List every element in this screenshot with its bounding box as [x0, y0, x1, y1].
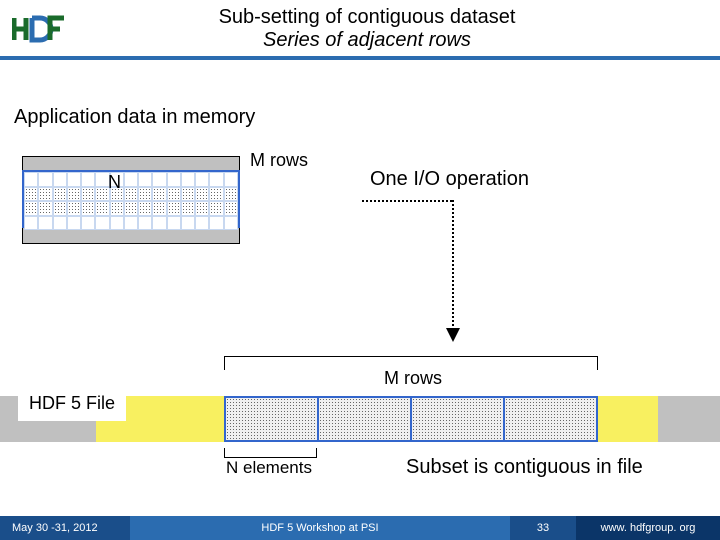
- file-selected-segment: [412, 398, 505, 440]
- slide-header: Sub-setting of contiguous dataset Series…: [0, 0, 720, 60]
- memory-cell: [81, 216, 95, 231]
- memory-cell: [38, 187, 52, 202]
- memory-cell: [181, 187, 195, 202]
- m-rows-label-1: M rows: [250, 150, 308, 171]
- memory-cell: [124, 187, 138, 202]
- memory-cell: [209, 172, 223, 187]
- memory-cell: [209, 187, 223, 202]
- file-selected-segments: [224, 396, 598, 442]
- memory-cell: [110, 201, 124, 216]
- memory-cell: [53, 187, 67, 202]
- memory-cell: [124, 216, 138, 231]
- n-elements-label: N elements: [226, 458, 312, 478]
- contiguous-label: Subset is contiguous in file: [406, 456, 643, 479]
- memory-cell: [95, 216, 109, 231]
- memory-cell: [209, 201, 223, 216]
- memory-cell: [152, 216, 166, 231]
- memory-cell: [81, 172, 95, 187]
- memory-cell: [81, 201, 95, 216]
- memory-cell: [67, 172, 81, 187]
- memory-cell: [24, 216, 38, 231]
- memory-cell: [138, 201, 152, 216]
- file-selected-segment: [505, 398, 596, 440]
- memory-cell: [67, 201, 81, 216]
- footer-date: May 30 -31, 2012: [0, 516, 130, 540]
- memory-cell: [124, 172, 138, 187]
- memory-cell: [24, 172, 38, 187]
- memory-cell: [53, 172, 67, 187]
- memory-cell: [138, 187, 152, 202]
- memory-grid: [22, 170, 240, 228]
- memory-cell: [224, 187, 238, 202]
- memory-cell: [152, 201, 166, 216]
- memory-cell: [38, 216, 52, 231]
- n-label: N: [108, 172, 121, 193]
- memory-cell: [24, 201, 38, 216]
- memory-cell: [224, 201, 238, 216]
- memory-cell: [81, 187, 95, 202]
- memory-cell: [167, 201, 181, 216]
- memory-cell: [124, 201, 138, 216]
- footer-url: www. hdfgroup. org: [576, 516, 720, 540]
- memory-cell: [138, 172, 152, 187]
- memory-cell: [181, 201, 195, 216]
- memory-cell: [38, 201, 52, 216]
- n-elements-bracket: [224, 448, 317, 458]
- one-io-label: One I/O operation: [370, 168, 529, 191]
- memory-cell: [181, 172, 195, 187]
- memory-cell: [152, 187, 166, 202]
- file-selected-segment: [319, 398, 412, 440]
- memory-cell: [110, 216, 124, 231]
- m-rows-label-2: M rows: [384, 368, 442, 389]
- title-line-2: Series of adjacent rows: [86, 29, 648, 52]
- memory-cell: [167, 172, 181, 187]
- slide-footer: May 30 -31, 2012 HDF 5 Workshop at PSI 3…: [0, 516, 720, 540]
- memory-cell: [224, 216, 238, 231]
- memory-cell: [67, 187, 81, 202]
- memory-cell: [195, 201, 209, 216]
- hdf5-file-label: HDF 5 File: [18, 386, 126, 421]
- memory-cell: [209, 216, 223, 231]
- memory-cell: [167, 187, 181, 202]
- file-band-segment: [658, 396, 720, 442]
- file-band-segment: [598, 396, 658, 442]
- memory-cell: [67, 216, 81, 231]
- memory-cell: [152, 172, 166, 187]
- memory-cell: [195, 187, 209, 202]
- memory-cell: [138, 216, 152, 231]
- memory-cell: [195, 216, 209, 231]
- memory-cell: [53, 201, 67, 216]
- io-arrow: [362, 200, 452, 342]
- title-block: Sub-setting of contiguous dataset Series…: [86, 6, 708, 52]
- memory-cell: [38, 172, 52, 187]
- memory-cell: [167, 216, 181, 231]
- hdf-logo: [12, 14, 66, 44]
- file-selected-segment: [226, 398, 319, 440]
- application-data-label: Application data in memory: [14, 106, 255, 129]
- memory-cell: [195, 172, 209, 187]
- memory-cell: [24, 187, 38, 202]
- title-line-1: Sub-setting of contiguous dataset: [86, 6, 648, 29]
- memory-cell: [53, 216, 67, 231]
- footer-title: HDF 5 Workshop at PSI: [130, 516, 510, 540]
- footer-page-number: 33: [510, 516, 576, 540]
- memory-cell: [181, 216, 195, 231]
- memory-cell: [224, 172, 238, 187]
- memory-cell: [95, 201, 109, 216]
